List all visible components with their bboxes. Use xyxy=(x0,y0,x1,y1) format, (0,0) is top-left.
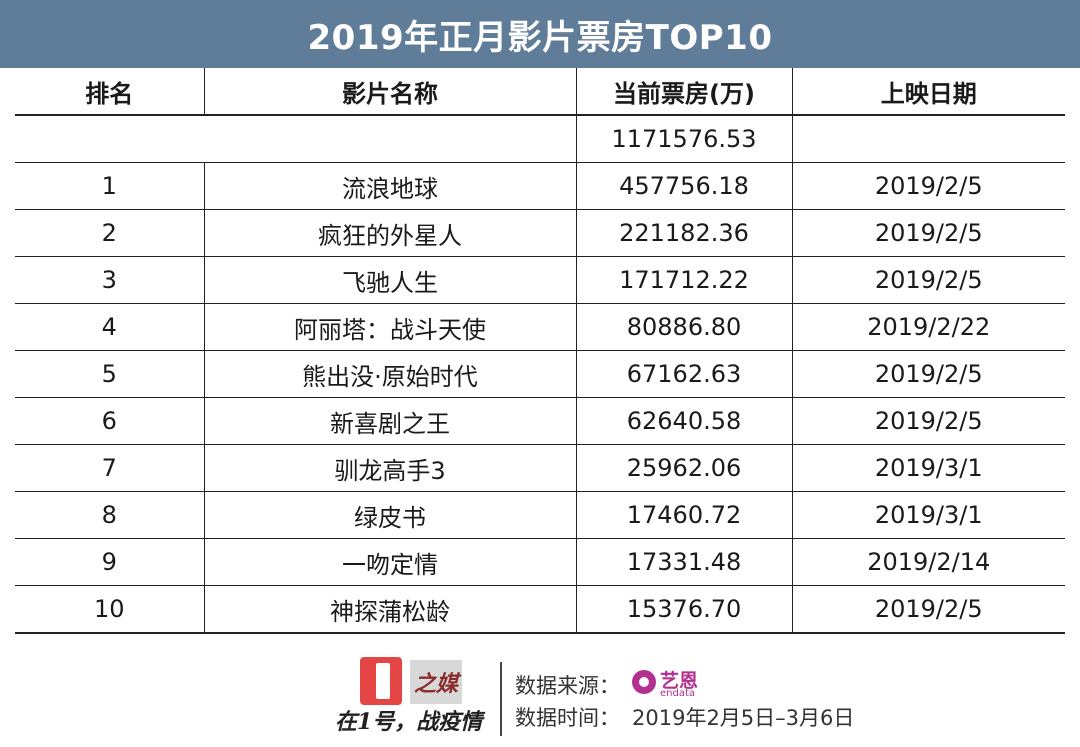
movie-name-cell: 流浪地球 xyxy=(203,162,576,210)
box-office-cell: 17331.48 xyxy=(575,538,792,586)
movie-name-cell: 一吻定情 xyxy=(203,538,576,586)
movie-name-cell: 阿丽塔：战斗天使 xyxy=(203,303,576,351)
page-title: 2019年正月影片票房TOP10 xyxy=(0,0,1080,68)
rank-cell: 4 xyxy=(15,303,204,351)
rank-cell: 3 xyxy=(15,256,204,304)
source-logo: 艺恩 endata xyxy=(632,666,708,700)
rank-cell: 1 xyxy=(15,162,204,210)
table-row: 8 绿皮书 17460.72 2019/3/1 xyxy=(15,491,1065,539)
brand-logo-text: 之媒 xyxy=(410,660,462,704)
box-office-cell: 457756.18 xyxy=(575,162,792,210)
time-label: 数据时间： xyxy=(515,706,620,730)
rank-cell: 6 xyxy=(15,397,204,445)
rank-cell: 5 xyxy=(15,350,204,398)
box-office-cell: 171712.22 xyxy=(575,256,792,304)
release-date-cell: 2019/2/5 xyxy=(791,397,1065,445)
brand-logo-icon xyxy=(360,657,402,705)
source-label: 数据来源： xyxy=(515,674,620,698)
rank-cell: 2 xyxy=(15,209,204,257)
box-office-cell: 25962.06 xyxy=(575,444,792,492)
table-row: 9 一吻定情 17331.48 2019/2/14 xyxy=(15,538,1065,586)
box-office-cell: 221182.36 xyxy=(575,209,792,257)
column-header-rank: 排名 xyxy=(15,68,204,116)
box-office-cell: 67162.63 xyxy=(575,350,792,398)
table-row: 4 阿丽塔：战斗天使 80886.80 2019/2/22 xyxy=(15,303,1065,351)
release-date-cell: 2019/2/5 xyxy=(791,256,1065,304)
endata-logo-icon xyxy=(632,670,656,694)
total-row-blank xyxy=(15,115,576,163)
table-row: 7 驯龙高手3 25962.06 2019/3/1 xyxy=(15,444,1065,492)
movie-name-cell: 熊出没·原始时代 xyxy=(203,350,576,398)
footer-divider xyxy=(500,662,502,736)
time-value: 2019年2月5日–3月6日 xyxy=(632,706,855,730)
release-date-cell: 2019/2/5 xyxy=(791,162,1065,210)
table-row: 1 流浪地球 457756.18 2019/2/5 xyxy=(15,162,1065,210)
movie-name-cell: 飞驰人生 xyxy=(203,256,576,304)
table-row: 5 熊出没·原始时代 67162.63 2019/2/5 xyxy=(15,350,1065,398)
release-date-cell: 2019/3/1 xyxy=(791,491,1065,539)
release-date-cell: 2019/2/5 xyxy=(791,585,1065,634)
column-header-box-office: 当前票房(万) xyxy=(575,68,792,116)
movie-name-cell: 神探蒲松龄 xyxy=(203,585,576,634)
column-header-release-date: 上映日期 xyxy=(791,68,1065,116)
box-office-table: 排名 影片名称 当前票房(万) 上映日期 1171576.53 1 流浪地球 457… xyxy=(15,68,1065,634)
box-office-cell: 62640.58 xyxy=(575,397,792,445)
total-row: 1171576.53 xyxy=(15,115,1065,163)
rank-cell: 7 xyxy=(15,444,204,492)
total-box-office: 1171576.53 xyxy=(575,115,792,163)
source-brand: 艺恩 xyxy=(660,670,699,692)
table-row: 2 疯狂的外星人 221182.36 2019/2/5 xyxy=(15,209,1065,257)
table-row: 10 神探蒲松龄 15376.70 2019/2/5 xyxy=(15,585,1065,634)
release-date-cell: 2019/2/22 xyxy=(791,303,1065,351)
release-date-cell: 2019/2/5 xyxy=(791,209,1065,257)
column-header-name: 影片名称 xyxy=(203,68,576,116)
box-office-cell: 80886.80 xyxy=(575,303,792,351)
release-date-cell: 2019/2/5 xyxy=(791,350,1065,398)
movie-name-cell: 疯狂的外星人 xyxy=(203,209,576,257)
rank-cell: 8 xyxy=(15,491,204,539)
slogan: 在1号，战疫情 xyxy=(335,709,483,735)
rank-cell: 9 xyxy=(15,538,204,586)
table-row: 6 新喜剧之王 62640.58 2019/2/5 xyxy=(15,397,1065,445)
box-office-cell: 17460.72 xyxy=(575,491,792,539)
total-row-date-blank xyxy=(791,115,1065,163)
movie-name-cell: 新喜剧之王 xyxy=(203,397,576,445)
footer: 之媒 在1号，战疫情 数据来源： 艺恩 endata 数据时间： 2019年2月… xyxy=(0,652,1080,747)
rank-cell: 10 xyxy=(15,585,204,634)
box-office-cell: 15376.70 xyxy=(575,585,792,634)
table-row: 3 飞驰人生 171712.22 2019/2/5 xyxy=(15,256,1065,304)
movie-name-cell: 驯龙高手3 xyxy=(203,444,576,492)
table-header-row: 排名 影片名称 当前票房(万) 上映日期 xyxy=(15,68,1065,116)
release-date-cell: 2019/2/14 xyxy=(791,538,1065,586)
release-date-cell: 2019/3/1 xyxy=(791,444,1065,492)
source-brand-sub: endata xyxy=(660,688,696,699)
movie-name-cell: 绿皮书 xyxy=(203,491,576,539)
